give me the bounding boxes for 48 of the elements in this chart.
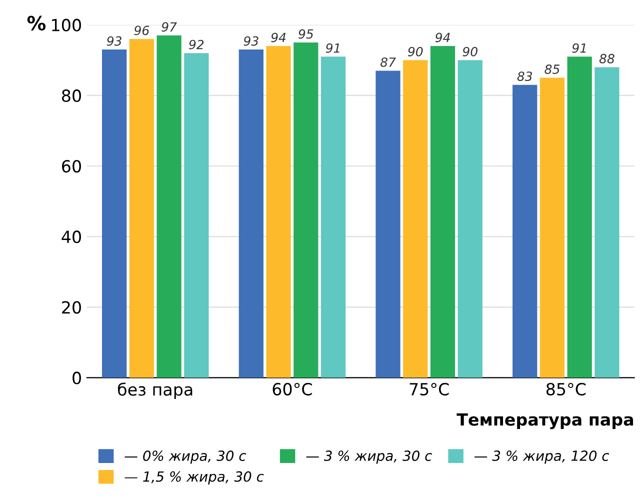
data-label: 91 bbox=[326, 43, 340, 53]
data-label: 90 bbox=[462, 46, 478, 56]
x-tick-label: 75°C bbox=[410, 382, 449, 396]
data-label: 88 bbox=[599, 54, 614, 64]
y-tick-label: 40 bbox=[62, 230, 81, 244]
data-label: 83 bbox=[517, 72, 532, 82]
data-label: 97 bbox=[162, 22, 177, 32]
data-label: 93 bbox=[244, 36, 258, 46]
y-tick-label: 60 bbox=[62, 160, 81, 173]
data-label: 96 bbox=[134, 26, 150, 36]
bar bbox=[512, 84, 538, 378]
data-label: 90 bbox=[408, 46, 423, 56]
data-label: 94 bbox=[271, 32, 286, 42]
data-label: 91 bbox=[572, 43, 586, 53]
x-axis-title: Температура пара bbox=[456, 413, 634, 430]
bar bbox=[320, 56, 346, 378]
bar bbox=[294, 42, 318, 378]
y-axis-title: % bbox=[27, 16, 46, 30]
data-label: 85 bbox=[544, 64, 560, 74]
bar bbox=[266, 46, 291, 378]
bar bbox=[184, 53, 209, 378]
bar bbox=[376, 70, 400, 378]
x-tick-label: 85°C bbox=[546, 382, 586, 396]
bar bbox=[129, 38, 154, 378]
x-tick-label: 60°C bbox=[272, 382, 312, 396]
legend-label: — 0% жира, 30 с bbox=[124, 450, 246, 464]
bar bbox=[403, 60, 428, 378]
bar bbox=[567, 56, 592, 378]
y-tick-label: 20 bbox=[62, 301, 81, 314]
legend-label: — 3 % жира, 30 с bbox=[306, 450, 432, 464]
bar bbox=[458, 60, 482, 378]
data-label: 87 bbox=[380, 57, 396, 67]
y-tick-label: 80 bbox=[62, 89, 81, 102]
bar bbox=[238, 50, 264, 378]
bar bbox=[540, 78, 565, 378]
bar bbox=[156, 35, 182, 378]
bar bbox=[102, 50, 127, 378]
x-tick-label: без пара bbox=[118, 382, 192, 399]
legend-label: — 1,5 % жира, 30 с bbox=[124, 471, 264, 484]
data-label: 95 bbox=[298, 29, 314, 39]
data-label: 93 bbox=[106, 36, 122, 46]
bar bbox=[594, 67, 620, 378]
y-tick-label: 100 bbox=[52, 18, 81, 32]
data-label: 94 bbox=[435, 32, 450, 42]
data-label: 92 bbox=[189, 40, 204, 50]
y-tick-label: 0 bbox=[72, 372, 81, 384]
legend-label: — 3 % жира, 120 с bbox=[474, 450, 610, 464]
bar bbox=[430, 46, 456, 378]
